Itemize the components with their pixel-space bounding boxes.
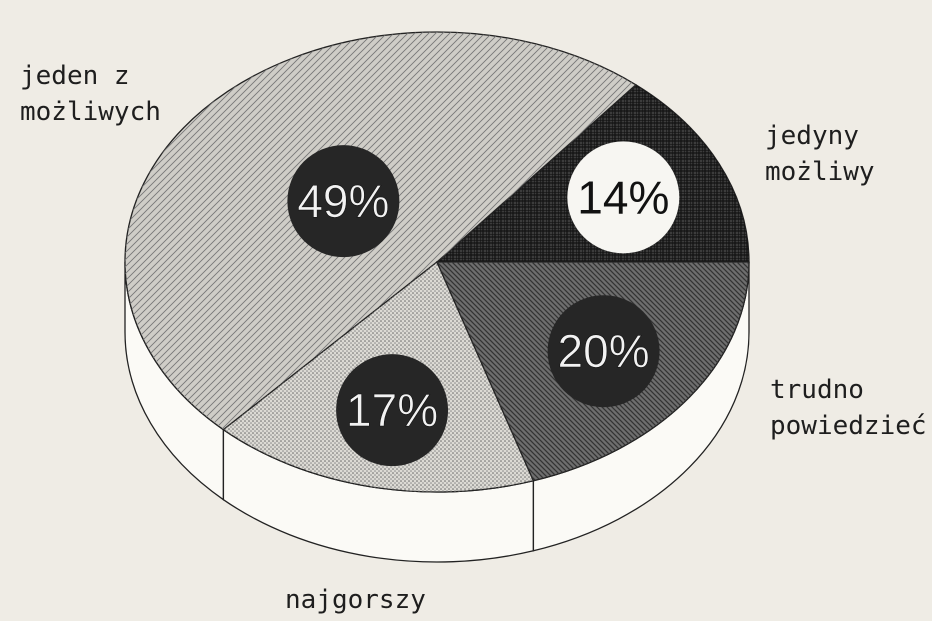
value-label: 49% xyxy=(297,175,389,227)
label-badge xyxy=(287,145,400,258)
value-label: 14% xyxy=(577,171,669,223)
category-label: najgorszy xyxy=(285,585,426,615)
value-label: 17% xyxy=(346,384,438,436)
label-badge xyxy=(567,141,680,254)
category-label: jedyny możliwy xyxy=(765,121,875,187)
label-badge xyxy=(547,295,660,408)
label-badge xyxy=(336,354,449,467)
value-label: 20% xyxy=(558,325,650,377)
category-label: trudno powiedzieć xyxy=(770,375,927,441)
category-label: jeden z możliwych xyxy=(20,61,161,127)
